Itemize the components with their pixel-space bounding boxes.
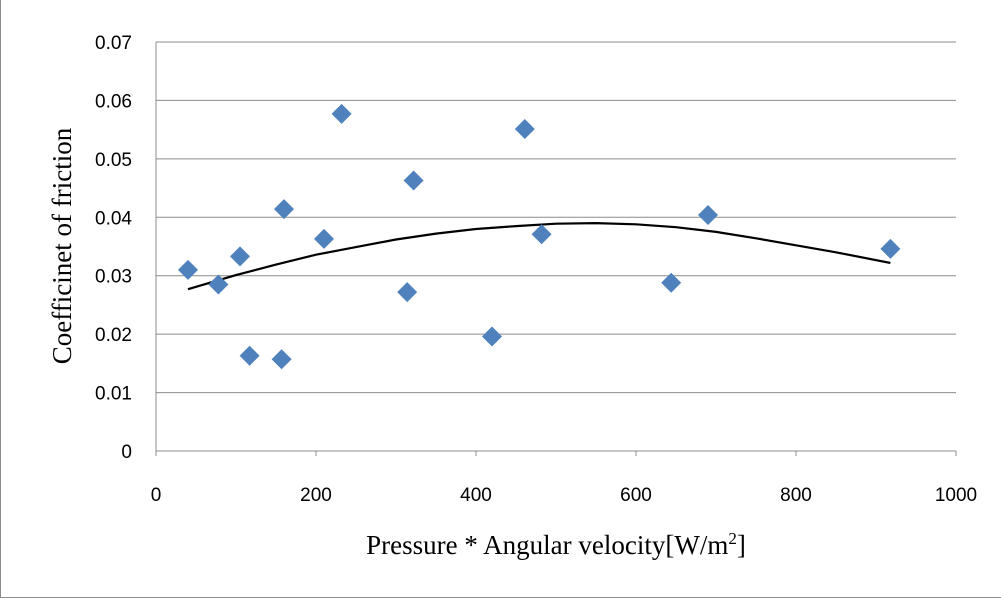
data-point (274, 199, 294, 220)
y-tick-label: 0.01 (95, 384, 132, 405)
y-axis-title: Coefficinet of friction (47, 127, 77, 364)
data-point (178, 259, 198, 280)
x-tick-labels: 0 200 400 600 800 1000 (151, 485, 977, 506)
x-tick-label: 400 (460, 485, 492, 506)
data-point (698, 204, 718, 225)
data-point (880, 238, 901, 259)
x-axis-title-suffix: ] (737, 530, 746, 560)
y-tick-label: 0.04 (95, 208, 132, 229)
gridlines (156, 41, 956, 394)
data-point (482, 326, 502, 347)
x-axis-title: Pressure * Angular velocity[W/m2] (366, 529, 746, 560)
x-tick-label: 200 (300, 485, 332, 506)
data-point (661, 272, 682, 293)
y-tick-label: 0.07 (95, 33, 132, 54)
x-tick-label: 1000 (935, 485, 977, 506)
data-point (397, 282, 418, 303)
x-axis-title-superscript: 2 (728, 529, 737, 548)
data-point (271, 349, 292, 370)
data-point (331, 103, 352, 124)
y-tick-label: 0.06 (95, 91, 132, 112)
data-point (403, 170, 424, 191)
y-tick-label: 0 (121, 442, 132, 463)
data-point (314, 228, 334, 249)
x-tick-label: 0 (151, 485, 162, 506)
data-point (239, 345, 260, 366)
y-tick-label: 0.05 (95, 150, 132, 171)
data-point (531, 224, 552, 245)
x-tick-label: 800 (780, 485, 812, 506)
data-point (208, 274, 229, 295)
y-tick-label: 0.02 (95, 325, 132, 346)
data-points (178, 103, 901, 370)
data-point (230, 246, 250, 267)
x-axis-title-main: Pressure * Angular velocity[W/m (366, 530, 728, 560)
y-tick-label: 0.03 (95, 267, 132, 288)
x-tick-label: 600 (620, 485, 652, 506)
y-tick-labels: 0 0.01 0.02 0.03 0.04 0.05 0.06 0.07 (95, 33, 132, 463)
trendline (187, 221, 891, 291)
axes (155, 42, 957, 456)
data-point (514, 119, 535, 140)
